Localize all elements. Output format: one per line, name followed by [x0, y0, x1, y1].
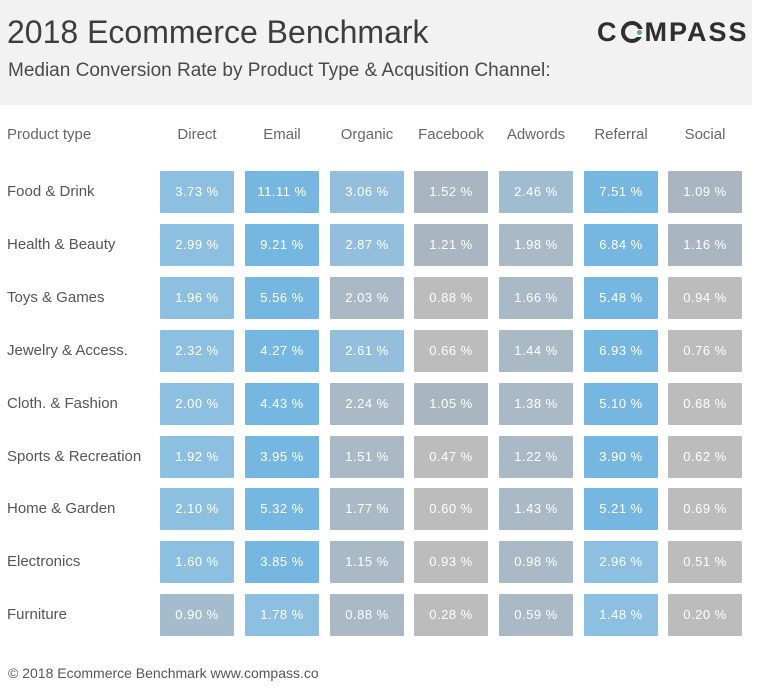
heatmap-cell: 1.21 % — [414, 224, 488, 266]
heatmap-cell: 2.96 % — [584, 541, 658, 583]
heatmap-cell: 1.22 % — [499, 436, 573, 478]
heatmap-cell: 0.68 % — [668, 383, 742, 425]
heatmap-cell: 1.77 % — [330, 488, 404, 530]
heatmap-cell: 0.60 % — [414, 488, 488, 530]
heatmap-cell: 2.46 % — [499, 171, 573, 213]
heatmap-cell: 1.05 % — [414, 383, 488, 425]
heatmap-cell: 9.21 % — [245, 224, 319, 266]
heatmap-cell: 0.90 % — [160, 594, 234, 636]
logo-text-end: MPASS — [644, 17, 749, 47]
heatmap-cell: 1.92 % — [160, 436, 234, 478]
column-header-adwords: Adwords — [506, 126, 566, 143]
heatmap-cell: 2.24 % — [330, 383, 404, 425]
heatmap-cell: 0.47 % — [414, 436, 488, 478]
heatmap-cell: 2.03 % — [330, 277, 404, 319]
heatmap-cell: 6.84 % — [584, 224, 658, 266]
page-title: 2018 Ecommerce Benchmark — [7, 14, 429, 50]
heatmap-cell: 2.87 % — [330, 224, 404, 266]
heatmap-cell: 0.59 % — [499, 594, 573, 636]
heatmap-cell: 3.90 % — [584, 436, 658, 478]
heatmap-cell: 1.43 % — [499, 488, 573, 530]
heatmap-cell: 2.10 % — [160, 488, 234, 530]
heatmap-cell: 0.76 % — [668, 330, 742, 372]
header-band: 2018 Ecommerce Benchmark Median Conversi… — [0, 0, 752, 105]
footer-copyright: © 2018 Ecommerce Benchmark www.compass.c… — [8, 665, 319, 681]
heatmap-cell: 0.98 % — [499, 541, 573, 583]
heatmap-cell: 0.88 % — [330, 594, 404, 636]
heatmap-cell: 4.43 % — [245, 383, 319, 425]
row-label: Food & Drink — [7, 183, 95, 200]
heatmap-cell: 0.94 % — [668, 277, 742, 319]
heatmap-cell: 0.62 % — [668, 436, 742, 478]
column-header-organic: Organic — [340, 126, 394, 143]
heatmap-cell: 0.28 % — [414, 594, 488, 636]
heatmap-cell: 0.51 % — [668, 541, 742, 583]
compass-o-icon — [620, 21, 644, 43]
heatmap-cell: 1.78 % — [245, 594, 319, 636]
heatmap-cell: 3.85 % — [245, 541, 319, 583]
heatmap-cell: 2.61 % — [330, 330, 404, 372]
heatmap-cell: 3.95 % — [245, 436, 319, 478]
column-header-referral: Referral — [594, 126, 648, 143]
heatmap-cell: 1.15 % — [330, 541, 404, 583]
row-label: Toys & Games — [7, 289, 105, 306]
heatmap-cell: 4.27 % — [245, 330, 319, 372]
heatmap-cell: 3.06 % — [330, 171, 404, 213]
heatmap-cell: 6.93 % — [584, 330, 658, 372]
heatmap-cell: 1.09 % — [668, 171, 742, 213]
heatmap-cell: 1.98 % — [499, 224, 573, 266]
heatmap-cell: 5.21 % — [584, 488, 658, 530]
heatmap-cell: 0.66 % — [414, 330, 488, 372]
heatmap-cell: 1.60 % — [160, 541, 234, 583]
row-label: Jewelry & Access. — [7, 342, 128, 359]
heatmap-cell: 3.73 % — [160, 171, 234, 213]
heatmap-cell: 0.20 % — [668, 594, 742, 636]
column-header-email: Email — [263, 126, 301, 143]
heatmap-cell: 0.88 % — [414, 277, 488, 319]
heatmap-cell: 1.96 % — [160, 277, 234, 319]
heatmap-cell: 0.93 % — [414, 541, 488, 583]
heatmap-cell: 1.16 % — [668, 224, 742, 266]
row-label: Home & Garden — [7, 500, 116, 517]
column-header-facebook: Facebook — [418, 126, 484, 143]
row-label: Electronics — [7, 553, 81, 570]
heatmap-cell: 5.48 % — [584, 277, 658, 319]
heatmap-cell: 5.56 % — [245, 277, 319, 319]
compass-logo: C MPASS — [597, 17, 749, 48]
logo-text-start: C — [597, 17, 619, 47]
heatmap-cell: 7.51 % — [584, 171, 658, 213]
heatmap-cell: 1.48 % — [584, 594, 658, 636]
heatmap-cell: 1.51 % — [330, 436, 404, 478]
heatmap-cell: 2.32 % — [160, 330, 234, 372]
row-label: Furniture — [7, 606, 68, 623]
row-label: Health & Beauty — [7, 236, 116, 253]
heatmap-cell: 1.44 % — [499, 330, 573, 372]
row-label: Cloth. & Fashion — [7, 395, 118, 412]
page-subtitle: Median Conversion Rate by Product Type &… — [8, 60, 551, 81]
row-header-label: Product type — [7, 126, 92, 143]
column-header-direct: Direct — [177, 126, 217, 143]
heatmap-cell: 11.11 % — [245, 171, 319, 213]
row-label: Sports & Recreation — [7, 448, 142, 465]
heatmap-cell: 0.69 % — [668, 488, 742, 530]
heatmap-cell: 1.52 % — [414, 171, 488, 213]
heatmap-cell: 1.38 % — [499, 383, 573, 425]
heatmap-cell: 5.10 % — [584, 383, 658, 425]
heatmap-cell: 2.00 % — [160, 383, 234, 425]
column-header-social: Social — [684, 126, 726, 143]
heatmap-cell: 2.99 % — [160, 224, 234, 266]
heatmap-cell: 1.66 % — [499, 277, 573, 319]
heatmap-cell: 5.32 % — [245, 488, 319, 530]
